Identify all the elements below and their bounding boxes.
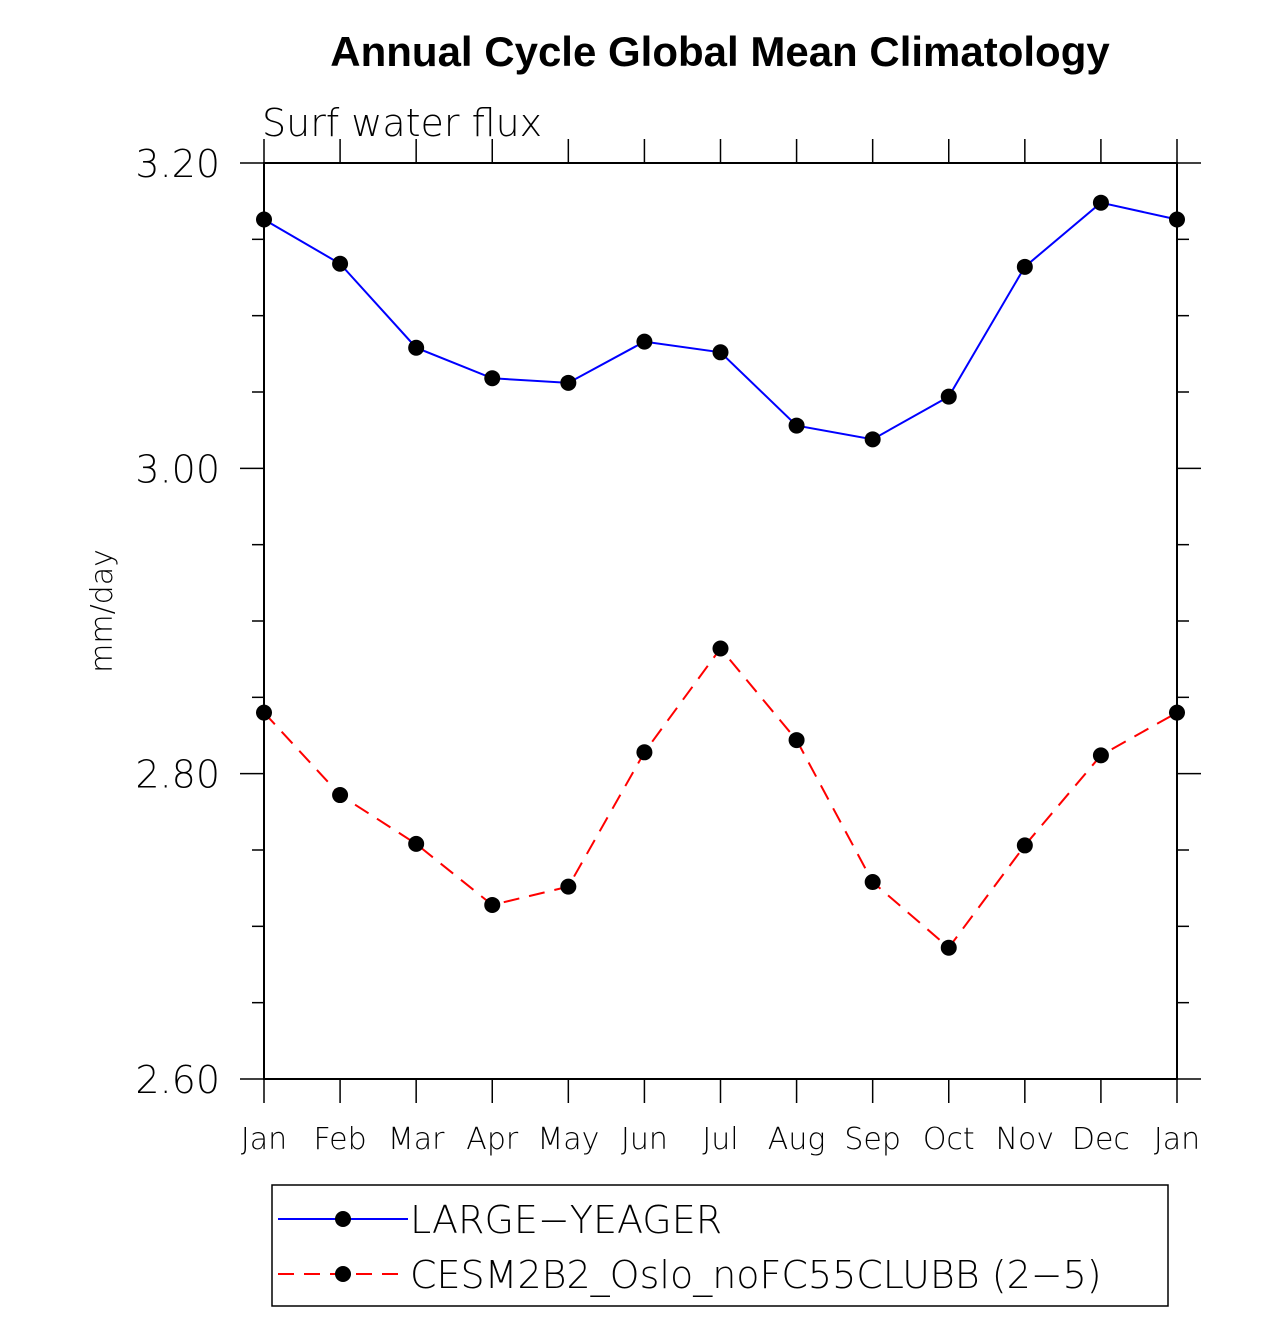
y-axis-label: mm/day: [85, 549, 120, 673]
x-tick-label: Apr: [466, 1122, 519, 1157]
y-tick-label: 2.60: [135, 1058, 220, 1102]
data-point-series-0: [940, 388, 957, 405]
data-point-series-0: [408, 339, 425, 356]
data-point-series-1: [1092, 747, 1109, 764]
data-point-series-0: [788, 417, 805, 434]
x-tick-label: Oct: [923, 1122, 975, 1157]
x-tick-label: Jan: [1154, 1122, 1200, 1157]
data-point-series-0: [256, 211, 272, 228]
x-tick-label: Nov: [996, 1122, 1055, 1157]
chart-title: Annual Cycle Global Mean Climatology: [330, 28, 1110, 75]
plot-frame: [263, 162, 1178, 1080]
x-tick-label: Jun: [621, 1122, 668, 1157]
x-tick-label: Dec: [1072, 1122, 1130, 1157]
chart-subtitle: Surf water flux: [262, 101, 542, 145]
data-point-series-1: [1169, 704, 1185, 721]
plot-layer: 2.60 2.80 3.00 3.20 Jan Feb Mar Apr May Jun Jul Aug…: [135, 139, 1201, 1157]
data-point-series-0: [484, 370, 501, 387]
data-point-series-1: [484, 896, 501, 913]
data-point-series-0: [636, 333, 653, 350]
series-line-1: [263, 646, 1178, 950]
data-point-series-1: [864, 874, 881, 891]
data-point-series-1: [1016, 837, 1033, 854]
x-tick-label: Mar: [388, 1122, 445, 1157]
legend-marker-1: [335, 1266, 351, 1282]
data-point-series-1: [712, 640, 729, 657]
data-point-series-1: [636, 744, 653, 761]
data-point-series-0: [332, 255, 349, 272]
data-point-series-1: [408, 835, 425, 852]
y-tick-label: 3.00: [135, 447, 220, 491]
data-point-series-0: [1169, 211, 1185, 228]
legend-box: [271, 1184, 1169, 1307]
legend: LARGE−YEAGER CESM2B2_Oslo_noFC55CLUBB (2−…: [271, 1184, 1169, 1307]
data-point-series-1: [332, 787, 349, 804]
x-tick-label: Sep: [844, 1122, 901, 1157]
x-tick-label: Jan: [241, 1122, 287, 1157]
x-tick-label: Aug: [768, 1122, 826, 1157]
data-point-series-1: [560, 878, 577, 895]
x-tick-label: Feb: [314, 1122, 367, 1157]
legend-label-1: CESM2B2_Oslo_noFC55CLUBB (2−5): [410, 1253, 1102, 1298]
series-line-0: [263, 201, 1178, 441]
data-point-series-0: [1016, 258, 1033, 275]
data-point-series-1: [788, 732, 805, 749]
y-tick-label: 2.80: [135, 753, 220, 797]
data-point-series-1: [940, 939, 957, 956]
data-point-series-0: [560, 374, 577, 391]
x-tick-label: Jul: [702, 1122, 738, 1157]
x-tick-label: May: [537, 1122, 599, 1157]
data-point-series-0: [712, 344, 729, 361]
data-point-series-1: [256, 704, 272, 721]
data-point-series-0: [864, 431, 881, 448]
legend-label-0: LARGE−YEAGER: [410, 1198, 722, 1242]
legend-marker-0: [335, 1211, 351, 1227]
data-point-series-0: [1092, 194, 1109, 211]
y-tick-label: 3.20: [135, 142, 220, 186]
